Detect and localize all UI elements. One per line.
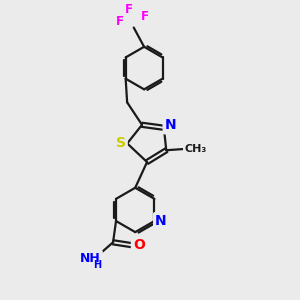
Text: F: F bbox=[125, 3, 133, 16]
Text: H: H bbox=[93, 260, 101, 270]
Text: N: N bbox=[165, 118, 176, 132]
Text: N: N bbox=[155, 214, 167, 228]
Text: S: S bbox=[116, 136, 126, 150]
Text: O: O bbox=[133, 238, 145, 252]
Text: F: F bbox=[141, 10, 149, 23]
Text: NH: NH bbox=[80, 252, 101, 265]
Text: F: F bbox=[116, 15, 124, 28]
Text: CH₃: CH₃ bbox=[185, 144, 207, 154]
